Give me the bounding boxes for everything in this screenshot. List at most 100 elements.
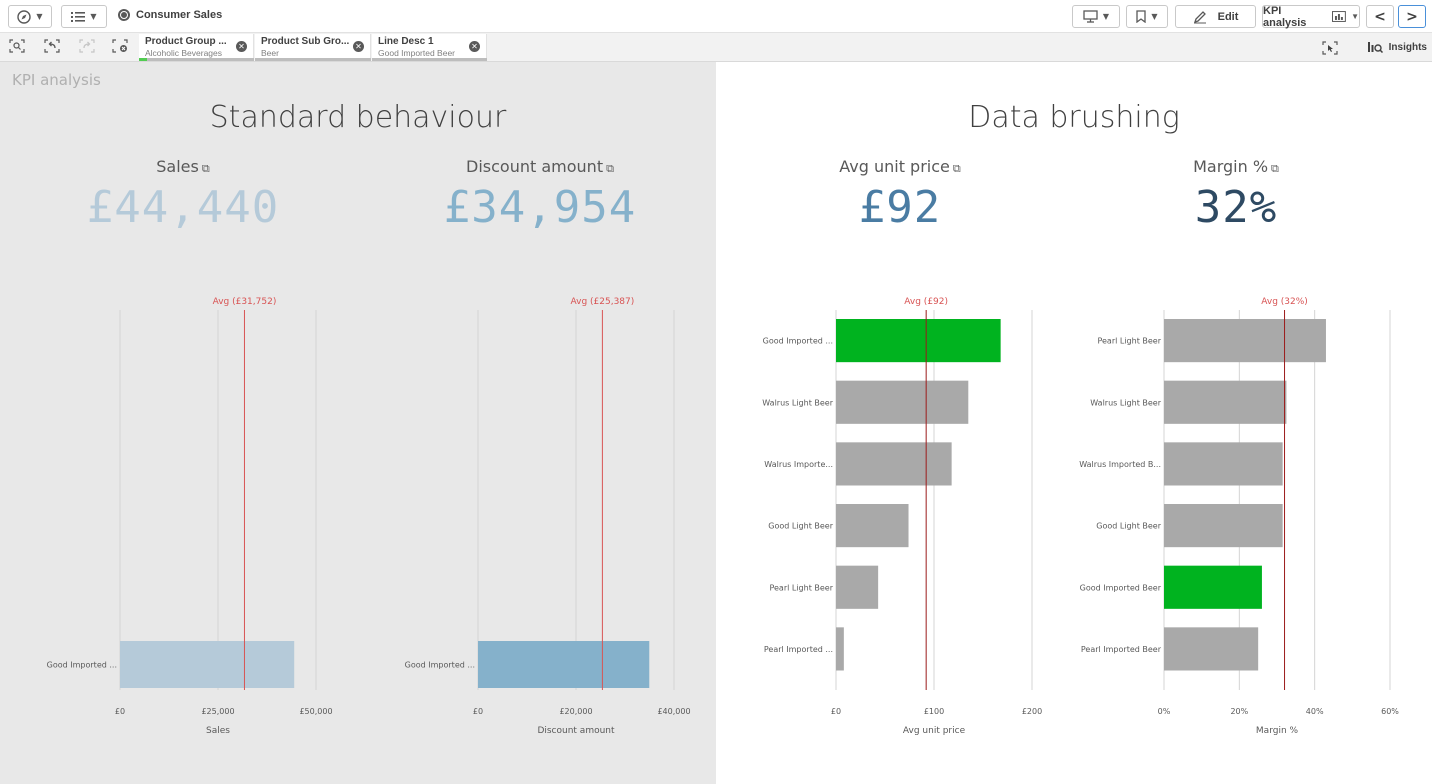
chart-bar[interactable] xyxy=(1164,627,1259,671)
bookmarks-button[interactable]: ▼ xyxy=(1126,5,1168,28)
global-menu-button[interactable]: ▼ xyxy=(61,5,107,28)
sales-bar-chart[interactable]: Good Imported ... Avg (£31,752) £0 £25,000 £… xyxy=(0,290,358,750)
clear-selection-icon[interactable]: ✕ xyxy=(469,41,480,52)
next-sheet-button[interactable]: > xyxy=(1398,5,1426,28)
bookmark-icon xyxy=(1136,10,1147,23)
chart-bar[interactable] xyxy=(836,319,1001,363)
reference-line-label: Avg (£31,752) xyxy=(213,297,277,307)
category-label: Good Imported ... xyxy=(405,661,475,670)
selection-field: Product Sub Gro... xyxy=(261,36,350,47)
category-label: Walrus Imported B... xyxy=(1079,460,1161,469)
kpi-discount-value: £34,954 xyxy=(443,182,637,233)
sheet-thumbnail-icon xyxy=(1332,11,1347,22)
selection-chip-line-desc[interactable]: Line Desc 1 Good Imported Beer ✕ xyxy=(372,34,487,61)
discount-bar-chart[interactable]: Good Imported ... Avg (£25,387) £0 £20,000 £… xyxy=(358,290,716,750)
category-label: Walrus Light Beer xyxy=(1090,398,1161,407)
axis-title: Discount amount xyxy=(537,726,615,736)
section-title-brushing: Data brushing xyxy=(968,100,1180,135)
clear-selection-icon[interactable]: ✕ xyxy=(236,41,247,52)
axis-title: Margin % xyxy=(1256,726,1299,736)
step-forward-icon[interactable] xyxy=(78,39,96,55)
sheet-title: KPI analysis xyxy=(12,71,101,89)
compass-icon xyxy=(17,9,32,24)
chart-bar[interactable] xyxy=(1164,565,1262,609)
tick-label: £0 xyxy=(831,707,841,716)
edit-button[interactable]: Edit xyxy=(1175,5,1256,28)
kpi-margin-label: Margin % ⧉ xyxy=(1136,157,1336,176)
chart-bar[interactable] xyxy=(478,641,650,688)
category-label: Pearl Light Beer xyxy=(769,583,833,592)
present-button[interactable]: ▼ xyxy=(1072,5,1120,28)
previous-sheet-button[interactable]: < xyxy=(1366,5,1394,28)
tick-label: 0% xyxy=(1158,707,1171,716)
external-link-icon[interactable]: ⧉ xyxy=(1271,162,1279,175)
chart-bar[interactable] xyxy=(836,442,952,486)
tick-label: £0 xyxy=(473,707,483,716)
kpi-label-text: Avg unit price xyxy=(839,157,950,176)
category-label: Good Imported ... xyxy=(47,661,117,670)
tick-label: £100 xyxy=(924,707,944,716)
selection-value: Alcoholic Beverages xyxy=(145,48,223,58)
kpi-sales-value: £44,440 xyxy=(86,182,280,233)
chart-bar[interactable] xyxy=(120,641,295,688)
chevron-down-icon: ▼ xyxy=(90,12,97,21)
avg-unit-price-bar-chart[interactable]: Good Imported ... Walrus Light Beer Walrus… xyxy=(716,290,1074,750)
app-title: Consumer Sales xyxy=(118,9,222,21)
selection-state-bar xyxy=(372,58,487,61)
kpi-sales-label: Sales ⧉ xyxy=(83,157,283,176)
reference-line-label: Avg (£25,387) xyxy=(571,297,635,307)
category-label: Good Imported ... xyxy=(763,337,833,346)
selection-chip-product-sub-group[interactable]: Product Sub Gro... Beer ✕ xyxy=(255,34,371,61)
axis-title: Sales xyxy=(206,726,230,736)
kpi-discount-label: Discount amount ⧉ xyxy=(420,157,660,176)
selections-bar: Product Group ... Alcoholic Beverages ✕ … xyxy=(0,33,1432,62)
clear-selection-icon[interactable]: ✕ xyxy=(353,41,364,52)
chart-bar[interactable] xyxy=(836,565,879,609)
axis-title: Avg unit price xyxy=(903,726,966,736)
margin-bar-chart[interactable]: Pearl Light Beer Walrus Light Beer Walrus … xyxy=(1074,290,1432,750)
kpi-label-text: Margin % xyxy=(1193,157,1269,176)
external-link-icon[interactable]: ⧉ xyxy=(606,162,614,175)
app-toolbar: ▼ ▼ Consumer Sales ▼ ▼ Edit KPI analysis… xyxy=(0,0,1432,33)
tick-label: £200 xyxy=(1022,707,1042,716)
app-name: Consumer Sales xyxy=(136,9,223,21)
selection-chip-product-group[interactable]: Product Group ... Alcoholic Beverages ✕ xyxy=(139,34,254,61)
external-link-icon[interactable]: ⧉ xyxy=(201,162,210,175)
selection-field: Product Group ... xyxy=(145,36,227,47)
category-label: Walrus Light Beer xyxy=(762,398,833,407)
section-title-standard: Standard behaviour xyxy=(209,100,507,135)
chart-bar[interactable] xyxy=(1164,442,1283,486)
chart-bar[interactable] xyxy=(1164,319,1326,363)
step-back-icon[interactable] xyxy=(43,39,61,55)
navigation-menu-button[interactable]: ▼ xyxy=(8,5,52,28)
tick-label: 20% xyxy=(1230,707,1248,716)
chevron-down-icon: ▼ xyxy=(1151,12,1158,21)
chart-bar[interactable] xyxy=(836,380,969,424)
chart-bar[interactable] xyxy=(1164,380,1287,424)
category-label: Good Light Beer xyxy=(1096,522,1161,531)
chart-bar[interactable] xyxy=(1164,504,1283,548)
category-label: Pearl Light Beer xyxy=(1097,337,1161,346)
category-label: Walrus Importe... xyxy=(764,460,833,469)
sheet-selector-button[interactable]: KPI analysis ▼ xyxy=(1262,4,1360,29)
insights-button[interactable]: Insights xyxy=(1367,41,1427,53)
selection-tool-icon[interactable] xyxy=(1322,40,1338,59)
edit-label: Edit xyxy=(1217,10,1239,23)
tick-label: 40% xyxy=(1306,707,1324,716)
selection-state-bar xyxy=(255,58,371,61)
kpi-label-text: Discount amount xyxy=(466,157,604,176)
clear-all-selections-icon[interactable] xyxy=(111,39,129,55)
smart-search-icon[interactable] xyxy=(8,39,26,55)
tick-label: £20,000 xyxy=(559,707,592,716)
tick-label: £40,000 xyxy=(657,707,690,716)
category-label: Pearl Imported Beer xyxy=(1081,645,1162,654)
tick-label: £50,000 xyxy=(299,707,332,716)
chart-bar[interactable] xyxy=(836,504,909,548)
sheet-name: KPI analysis xyxy=(1263,4,1307,29)
kpi-avg-price-label: Avg unit price ⧉ xyxy=(790,157,1010,176)
external-link-icon[interactable]: ⧉ xyxy=(952,162,961,175)
tick-label: £25,000 xyxy=(201,707,234,716)
pencil-icon xyxy=(1193,10,1206,23)
reference-line-label: Avg (£92) xyxy=(904,297,948,307)
chart-bar[interactable] xyxy=(836,627,844,671)
